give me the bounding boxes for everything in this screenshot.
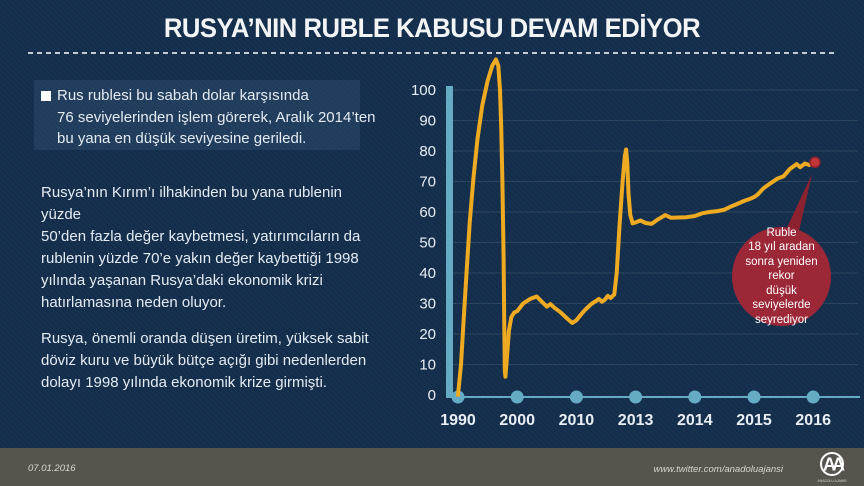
page-title: RUSYA’NIN RUBLE KABUSU DEVAM EDİYOR [163, 13, 701, 43]
chart-annotation-callout: Ruble 18 yıl aradan sonra yeniden rekor … [732, 227, 831, 326]
bullet-square-icon [41, 91, 51, 101]
y-axis-label: 80 [419, 143, 436, 160]
intro-paragraph-3: Rusya, önemli oranda düşen üretim, yükse… [41, 330, 369, 391]
x-tick-dot [510, 390, 524, 404]
y-axis-label: 100 [411, 82, 436, 99]
x-tick-dot [451, 390, 465, 404]
x-tick-dot [569, 390, 583, 404]
footer-bar: 07.01.2016 www.twitter.com/anadoluajansi… [0, 448, 864, 486]
aa-logo-icon: AA ANADOLU AJANSI [817, 452, 849, 483]
y-axis-label: 20 [419, 326, 436, 343]
y-axis-label: 30 [419, 296, 436, 313]
x-axis-label: 2013 [618, 412, 654, 429]
ruble-line-chart: 0 10 20 30 40 50 60 70 80 90 100 1990 2000 2010 2013 20… [411, 57, 860, 429]
aa-logo: AA ANADOLU AJANSI [812, 450, 852, 486]
x-tick-dot [629, 390, 643, 404]
x-axis-label: 2016 [795, 412, 831, 429]
x-axis-label: 2000 [499, 412, 535, 429]
y-axis-label: 10 [419, 357, 436, 374]
aa-logo-caption: ANADOLU AJANSI [817, 479, 846, 483]
y-axis-label: 40 [419, 265, 436, 282]
y-axis-label: 60 [419, 204, 436, 221]
x-tick-dot [806, 390, 820, 404]
y-axis-label: 50 [419, 235, 436, 252]
intro-highlight-panel [34, 80, 360, 150]
intro-paragraph-2: Rusya’nın Kırım’ı ilhakinden bu yana rub… [41, 184, 361, 311]
x-axis-label: 1990 [440, 412, 476, 429]
x-tick-dot [747, 390, 761, 404]
footer-date: 07.01.2016 [28, 463, 76, 474]
x-axis-label: 2014 [677, 412, 713, 429]
latest-value-dot [809, 156, 821, 169]
annotation-pointer [784, 174, 812, 240]
y-axis-label: 90 [419, 113, 436, 130]
y-axis-label: 70 [419, 174, 436, 191]
y-axis-label: 0 [428, 387, 436, 404]
y-axis-bar [446, 86, 453, 397]
title-divider [28, 52, 836, 54]
x-axis-label: 2015 [736, 412, 772, 429]
x-axis-label: 2010 [559, 412, 595, 429]
aa-logo-circle [820, 452, 844, 476]
ruble-line [456, 57, 817, 397]
intro-paragraph-1: Rus rublesi bu sabah dolar karşısında 76… [57, 87, 376, 147]
x-tick-dot [688, 390, 702, 404]
footer-twitter-handle: www.twitter.com/anadoluajansi [653, 464, 783, 475]
